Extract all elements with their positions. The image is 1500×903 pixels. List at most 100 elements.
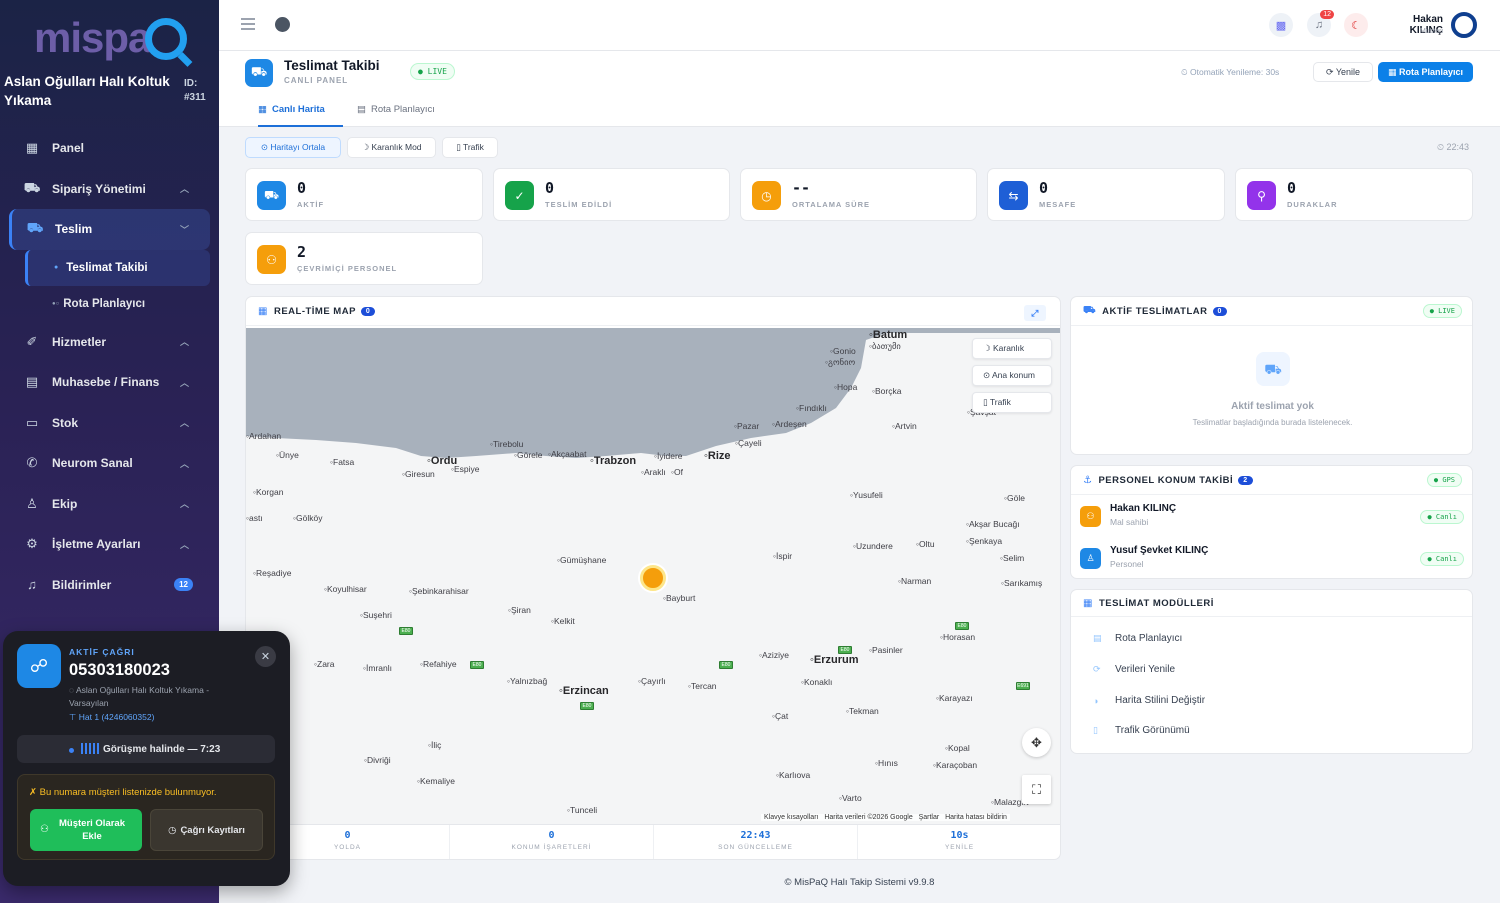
qr-icon[interactable]: ▩ <box>1269 13 1293 37</box>
map-town-label: ◦Korgan <box>253 487 284 497</box>
module-traffic[interactable]: ▯ Trafik Görünümü <box>1093 725 1190 736</box>
empty-title: Aktif teslimat yok <box>1231 401 1314 412</box>
user-avatar[interactable] <box>1451 12 1477 38</box>
footer-value: 0 <box>548 830 555 841</box>
module-route-planner[interactable]: ▤ Rota Planlayıcı <box>1093 633 1182 644</box>
stat-value: 0 <box>1039 179 1049 197</box>
sidebar-item-services[interactable]: ✐ Hizmetler ︿ <box>0 322 219 363</box>
sidebar-item-notifications[interactable]: ♫ Bildirimler 12 <box>0 565 219 606</box>
sidebar-item-label: Neurom Sanal <box>52 456 133 471</box>
realtime-map-card: ▦ REAL-TİME MAP 0 ⤢ ◦Batum ◦ბათუმი ◦Gonio ◦გო… <box>245 296 1061 860</box>
menu-icon[interactable] <box>241 18 255 30</box>
box-icon: ▭ <box>25 414 39 430</box>
staff-row[interactable]: ♙ Yusuf Şevket KILINÇ Personel ● Canlı <box>1080 544 1464 576</box>
call-line-text: Hat 1 (4246060352) <box>78 712 155 722</box>
dark-mode-button[interactable]: ☽ Karanlık Mod <box>347 137 436 158</box>
avatar: ♙ <box>1080 548 1101 569</box>
truck-icon: ⛟ <box>26 220 44 236</box>
tab-label: Rota Planlayıcı <box>370 104 435 115</box>
map-town-label: ◦Zara <box>314 659 335 669</box>
refresh-button[interactable]: ⟳ Yenile <box>1313 62 1373 82</box>
user-plus-icon: ⚇ <box>40 824 49 835</box>
module-label: Trafik Görünümü <box>1115 725 1190 736</box>
sidebar-item-delivery[interactable]: ⛟ Teslim ﹀ <box>9 209 210 250</box>
map-town-label: ◦Bayburt <box>663 593 696 603</box>
map-town-label: ◦Konaklı <box>801 677 833 687</box>
attribution-shortcuts[interactable]: Klavye kısayolları <box>764 814 819 821</box>
center-map-button[interactable]: ⊙ Haritayı Ortala <box>245 137 341 158</box>
map-town-label: ◦İliç <box>428 740 442 750</box>
staff-name: Hakan KILINÇ <box>1110 503 1177 514</box>
map-town-label: ◦İyidere <box>654 451 683 461</box>
black-sea <box>246 328 1060 458</box>
sidebar-item-team[interactable]: ♙ Ekip ︿ <box>0 484 219 525</box>
tab-route-planner[interactable]: ▤ Rota Planlayıcı <box>357 104 435 127</box>
distance-icon: ⇆ <box>999 181 1028 210</box>
map-canvas[interactable]: ◦Batum ◦ბათუმი ◦Gonio ◦გონიო ◦Hopa ◦Borçka ◦Fı… <box>246 328 1060 824</box>
map-town-label: ◦Gölköy <box>293 513 323 523</box>
stat-active: ⛟ 0 AKTİF <box>245 168 483 221</box>
attribution-report[interactable]: Harita hatası bildirin <box>945 814 1007 821</box>
sidebar-item-finance[interactable]: ▤ Muhasebe / Finans ︿ <box>0 362 219 403</box>
footer-value: 22:43 <box>740 830 771 841</box>
add-customer-label: Müşteri Olarak Ekle <box>59 818 125 842</box>
attribution-terms[interactable]: Şartlar <box>918 814 940 821</box>
delivery-modules-card: ▦ TESLİMAT MODÜLLERİ ▤ Rota Planlayıcı ⟳ Ve… <box>1070 589 1473 754</box>
map-town-label: ◦Pazar <box>734 421 760 431</box>
call-logs-button[interactable]: ◷ Çağrı Kayıtları <box>150 809 263 851</box>
map-move-control[interactable]: ✥ <box>1022 728 1051 757</box>
sidebar-item-panel[interactable]: ▦ Panel <box>0 128 219 169</box>
staff-name: Yusuf Şevket KILINÇ <box>1110 545 1209 556</box>
map-town-label: ◦Selim <box>1000 553 1025 563</box>
notification-count-badge: 12 <box>174 578 193 592</box>
sidebar-item-settings[interactable]: ⚙ İşletme Ayarları ︿ <box>0 524 219 565</box>
bell-icon[interactable]: ♫ 12 <box>1307 10 1334 37</box>
staff-row[interactable]: ⚇ Hakan KILINÇ Mal sahibi ● Canlı <box>1080 502 1464 534</box>
truck-icon: ⛟ <box>245 59 273 87</box>
map-town-label: ◦Aziziye <box>759 650 789 660</box>
route-planner-button[interactable]: ▦ Rota Planlayıcı <box>1378 62 1473 82</box>
stat-label: DURAKLAR <box>1287 200 1338 209</box>
sidebar-subitem-tracking[interactable]: ● Teslimat Takibi <box>25 249 210 286</box>
map-town-label: ◦Akçaabat <box>548 449 587 459</box>
map-home-button[interactable]: ⊙ Ana konum <box>972 365 1052 386</box>
module-refresh-data[interactable]: ⟳ Verileri Yenile <box>1093 664 1175 675</box>
call-label: AKTİF ÇAĞRI <box>69 647 135 657</box>
map-town-label: ◦Tekman <box>846 706 879 716</box>
add-customer-button[interactable]: ⚇ Müşteri Olarak Ekle <box>30 809 142 851</box>
map-town-label: ◦Erzincan <box>559 685 609 697</box>
globe-icon[interactable] <box>275 17 290 32</box>
tab-live-map[interactable]: ▦ Canlı Harita <box>258 104 343 127</box>
user-name[interactable]: Hakan KILINÇ <box>1409 14 1443 36</box>
map-town-label: ◦Sarıkamış <box>1001 578 1043 588</box>
map-town-label: ◦Ardahan <box>246 431 282 441</box>
sidebar-subitem-route[interactable]: ●○ Rota Planlayıcı <box>0 286 219 322</box>
active-deliveries-card: ⛟ AKTİF TESLİMATLAR 0 ● LIVE ⛟ Aktif tesli… <box>1070 296 1473 455</box>
map-town-label: ◦Göle <box>1004 493 1025 503</box>
page-title: Teslimat Takibi <box>284 58 380 73</box>
close-icon[interactable]: ✕ <box>255 646 276 667</box>
chevron-down-icon: ﹀ <box>179 224 189 235</box>
flag-tr-icon[interactable]: ☾ <box>1344 13 1368 37</box>
sidebar-item-orders[interactable]: ⛟ Sipariş Yönetimi ︿ <box>0 169 219 210</box>
stat-value: 0 <box>297 179 307 197</box>
chevron-up-icon: ︿ <box>179 458 189 469</box>
map-town-label: ◦Çayeli <box>735 438 762 448</box>
sidebar-item-stock[interactable]: ▭ Stok ︿ <box>0 403 219 444</box>
gear-icon: ⚙ <box>26 536 38 552</box>
traffic-button[interactable]: ▯ Trafik <box>442 137 498 158</box>
map-footer-refresh: 10s YENİLE <box>858 825 1060 859</box>
sidebar-item-neurom[interactable]: ✆ Neurom Sanal ︿ <box>0 443 219 484</box>
expand-icon[interactable]: ⤢ <box>1024 305 1046 321</box>
vehicle-marker[interactable] <box>640 565 666 591</box>
company-name: Aslan Oğulları Halı Koltuk Yıkama <box>4 74 170 108</box>
map-town-label: ◦Borçka <box>872 386 902 396</box>
map-town-label: ◦Oltu <box>916 539 935 549</box>
module-map-style[interactable]: ◑ Harita Stilini Değiştir <box>1093 695 1205 706</box>
app-logo[interactable]: mispa <box>34 14 151 61</box>
map-count-badge: 0 <box>360 306 376 316</box>
map-traffic-button[interactable]: ▯ Trafik <box>972 392 1052 413</box>
map-dark-button[interactable]: ☽ Karanlık <box>972 338 1052 359</box>
fullscreen-button[interactable]: ⛶ <box>1022 775 1051 804</box>
staff-status: ● Canlı <box>1420 552 1464 566</box>
